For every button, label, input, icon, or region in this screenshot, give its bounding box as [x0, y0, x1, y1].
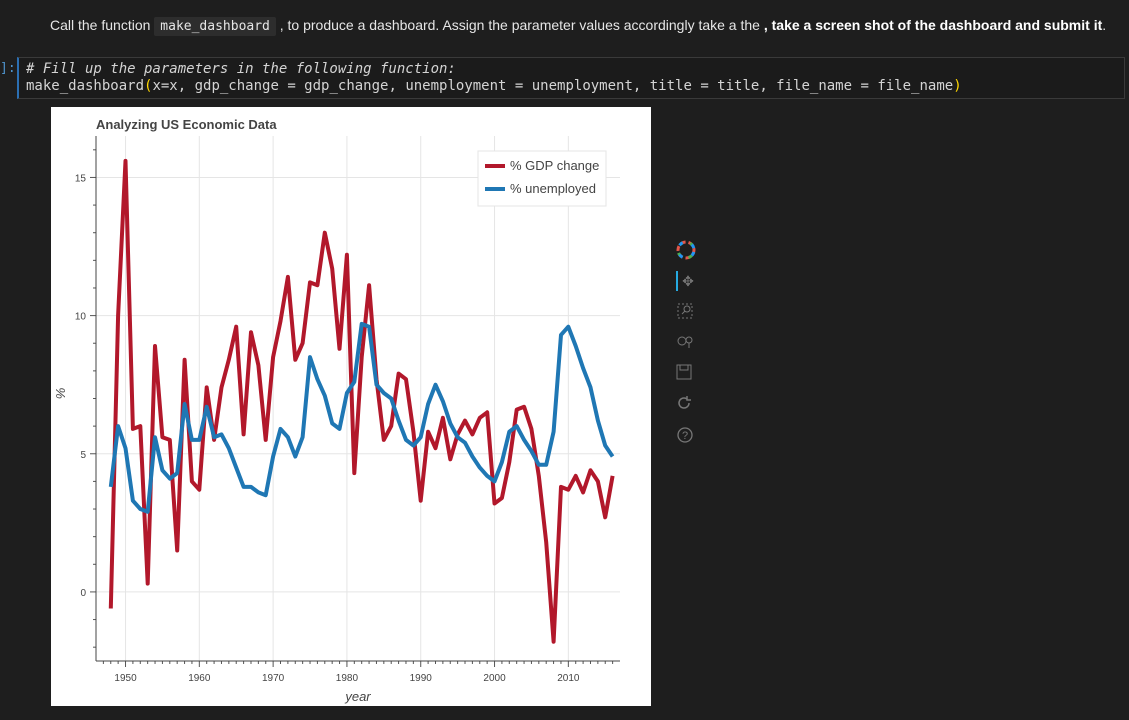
y-axis-label: %: [53, 388, 68, 400]
x-tick-label: 2000: [483, 673, 506, 684]
plot-toolbar: ✥ ?: [671, 240, 701, 450]
x-tick-label: 1950: [114, 673, 137, 684]
legend-label-0: % GDP change: [510, 158, 599, 173]
instruction-prefix: Call the function: [50, 17, 155, 33]
wheel-zoom-icon[interactable]: [676, 333, 696, 353]
box-zoom-icon[interactable]: [676, 302, 696, 322]
y-tick-label: 5: [80, 450, 86, 461]
x-tick-label: 1970: [262, 673, 285, 684]
code-function: make_dashboard: [26, 78, 145, 94]
open-paren: (: [144, 78, 153, 94]
chart-title: Analyzing US Economic Data: [96, 117, 277, 132]
x-tick-label: 2010: [557, 673, 580, 684]
bokeh-plot[interactable]: Analyzing US Economic Data 1950 1960 1970 19…: [51, 107, 696, 706]
instruction-text: Call the function make_dashboard , to pr…: [50, 15, 1125, 37]
function-name-code: make_dashboard: [154, 17, 276, 36]
bokeh-logo-icon[interactable]: [676, 240, 696, 260]
reset-icon[interactable]: [676, 395, 696, 415]
code-cell[interactable]: # Fill up the parameters in the followin…: [17, 57, 1125, 99]
y-tick-label: 10: [75, 312, 87, 323]
close-paren: ): [953, 78, 962, 94]
code-arguments: x=x, gdp_change = gdp_change, unemployme…: [152, 78, 954, 94]
help-icon[interactable]: ?: [676, 426, 696, 446]
cell-prompt: ]:: [0, 61, 16, 76]
series-line-1: [108, 321, 615, 514]
x-tick-label: 1990: [410, 673, 433, 684]
instruction-bold: , take a screen shot of the dashboard an…: [763, 17, 1103, 33]
x-axis-label: year: [344, 689, 371, 704]
y-tick-label: 15: [75, 173, 87, 184]
svg-text:?: ?: [682, 430, 688, 442]
x-tick-label: 1960: [188, 673, 211, 684]
y-tick-label: 0: [80, 588, 86, 599]
instruction-suffix: .: [1102, 17, 1107, 33]
legend-box: [477, 150, 607, 207]
code-comment: # Fill up the parameters in the followin…: [26, 61, 456, 77]
legend-label-1: % unemployed: [510, 181, 596, 196]
series-line-0: [108, 158, 615, 644]
instruction-middle: , to produce a dashboard. Assign the par…: [275, 17, 764, 33]
x-tick-label: 1980: [336, 673, 359, 684]
save-icon[interactable]: [676, 364, 696, 384]
code-call: make_dashboard(x=x, gdp_change = gdp_cha…: [26, 78, 1124, 95]
line-chart[interactable]: Analyzing US Economic Data 1950 1960 1970 19…: [51, 107, 651, 706]
pan-icon[interactable]: ✥: [676, 271, 698, 291]
